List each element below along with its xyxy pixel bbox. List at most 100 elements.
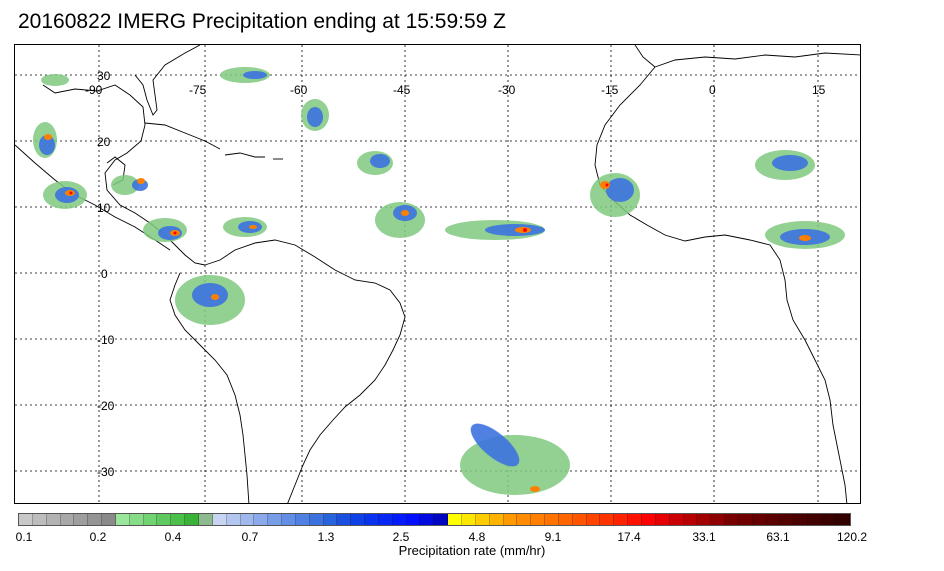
colorbar-swatch <box>323 514 338 525</box>
colorbar-swatch <box>572 514 587 525</box>
map-gridlines <box>15 45 860 503</box>
colorbar-tick: 33.1 <box>692 530 716 544</box>
precipitation-cells <box>33 67 845 495</box>
colorbar-swatch <box>614 514 629 525</box>
colorbar-tick: 9.1 <box>544 530 562 544</box>
colorbar-swatch <box>545 514 559 525</box>
latitude-labels: 30 20 10 0 -10 -20 -30 <box>97 69 115 479</box>
colorbar-swatch <box>628 514 642 525</box>
colorbar-swatch <box>752 514 767 525</box>
colorbar-swatch <box>392 514 407 525</box>
colorbar-swatch <box>697 514 712 525</box>
colorbar-tick: 120.2 <box>836 530 868 544</box>
colorbar-swatch <box>254 514 269 525</box>
colorbar-swatch <box>115 514 130 525</box>
colorbar-swatch <box>780 514 795 525</box>
colorbar-swatch <box>240 514 255 525</box>
coastline-iberia <box>634 45 656 68</box>
colorbar-swatch <box>683 514 698 525</box>
colorbar-swatch <box>641 514 656 525</box>
colorbar-swatch <box>32 514 47 525</box>
colorbar-tick: 0.4 <box>164 530 182 544</box>
coastline-north-america <box>42 84 206 266</box>
lon-label: -75 <box>189 83 207 97</box>
colorbar-swatch <box>448 514 462 525</box>
longitude-labels: -90 -75 -60 -45 -30 -15 0 15 <box>85 83 826 97</box>
colorbar-tick: 63.1 <box>766 530 790 544</box>
colorbar-swatch <box>46 514 61 525</box>
colorbar-swatch <box>517 514 532 525</box>
colorbar-swatch <box>655 514 670 525</box>
lon-label: -30 <box>498 83 516 97</box>
precipitation-colorbar <box>18 513 851 526</box>
colorbar-swatch <box>309 514 324 525</box>
coastlines <box>15 45 860 503</box>
colorbar-swatch <box>475 514 490 525</box>
colorbar-swatch <box>282 514 296 525</box>
colorbar-swatch <box>295 514 310 525</box>
map-title: 20160822 IMERG Precipitation ending at 1… <box>18 10 506 33</box>
coastline-cuba <box>144 122 221 150</box>
colorbar-swatch <box>212 514 227 525</box>
colorbar-tick: 4.8 <box>468 530 486 544</box>
lat-label: 0 <box>101 267 108 281</box>
colorbar-swatch <box>503 514 518 525</box>
colorbar-swatch <box>378 514 393 525</box>
colorbar-title: Precipitation rate (mm/hr) <box>398 543 546 558</box>
colorbar-swatch <box>157 514 172 525</box>
colorbar-swatch <box>143 514 158 525</box>
coastline-south-america-west <box>169 272 250 503</box>
precipitation-map: -90 -75 -60 -45 -30 -15 0 15 30 20 10 0 … <box>15 45 860 503</box>
colorbar-swatch <box>198 514 213 525</box>
colorbar-swatch <box>766 514 781 525</box>
colorbar-tick-labels: 0.1 0.2 0.4 0.7 1.3 2.5 4.8 9.1 17.4 33.… <box>0 530 944 546</box>
colorbar-tick: 1.3 <box>317 530 335 544</box>
lon-label: -90 <box>85 83 103 97</box>
colorbar-swatch <box>420 514 435 525</box>
lat-label: -20 <box>97 399 115 413</box>
colorbar-swatch <box>365 514 379 525</box>
colorbar-swatch <box>129 514 144 525</box>
lon-label: -45 <box>393 83 411 97</box>
colorbar-swatch <box>725 514 739 525</box>
colorbar-swatch <box>268 514 283 525</box>
colorbar-swatch <box>19 514 33 525</box>
colorbar-swatch <box>558 514 573 525</box>
colorbar-swatch <box>711 514 726 525</box>
colorbar-swatch <box>835 514 850 525</box>
colorbar-swatch <box>102 514 116 525</box>
colorbar-swatch <box>88 514 103 525</box>
colorbar-swatch <box>171 514 186 525</box>
lon-label: 15 <box>812 83 826 97</box>
colorbar-swatch <box>808 514 822 525</box>
lat-label: 20 <box>97 135 111 149</box>
colorbar-swatch <box>669 514 684 525</box>
colorbar-swatch <box>226 514 241 525</box>
colorbar-swatch <box>489 514 504 525</box>
coastline-florida <box>134 45 201 116</box>
lon-label: 0 <box>709 83 716 97</box>
colorbar-tick: 2.5 <box>392 530 410 544</box>
colorbar-swatch <box>406 514 421 525</box>
colorbar-swatch <box>738 514 753 525</box>
coastline-south-america <box>204 239 406 503</box>
map-panel: -90 -75 -60 -45 -30 -15 0 15 30 20 10 0 … <box>14 44 861 504</box>
colorbar-swatch <box>60 514 75 525</box>
lat-label: -10 <box>97 333 115 347</box>
colorbar-swatch <box>74 514 89 525</box>
colorbar-swatch <box>821 514 836 525</box>
lat-label: -30 <box>97 465 115 479</box>
colorbar-swatch <box>794 514 809 525</box>
lon-label: -60 <box>290 83 308 97</box>
colorbar-swatch <box>586 514 601 525</box>
coastline-mediterranean <box>654 52 860 68</box>
colorbar-swatch <box>185 514 199 525</box>
colorbar-swatch <box>531 514 546 525</box>
colorbar-swatch <box>434 514 449 525</box>
colorbar-swatch <box>462 514 476 525</box>
colorbar-swatch <box>351 514 366 525</box>
colorbar-tick: 0.7 <box>241 530 259 544</box>
colorbar-tick: 17.4 <box>617 530 641 544</box>
colorbar-tick: 0.2 <box>89 530 107 544</box>
colorbar-swatch <box>600 514 615 525</box>
